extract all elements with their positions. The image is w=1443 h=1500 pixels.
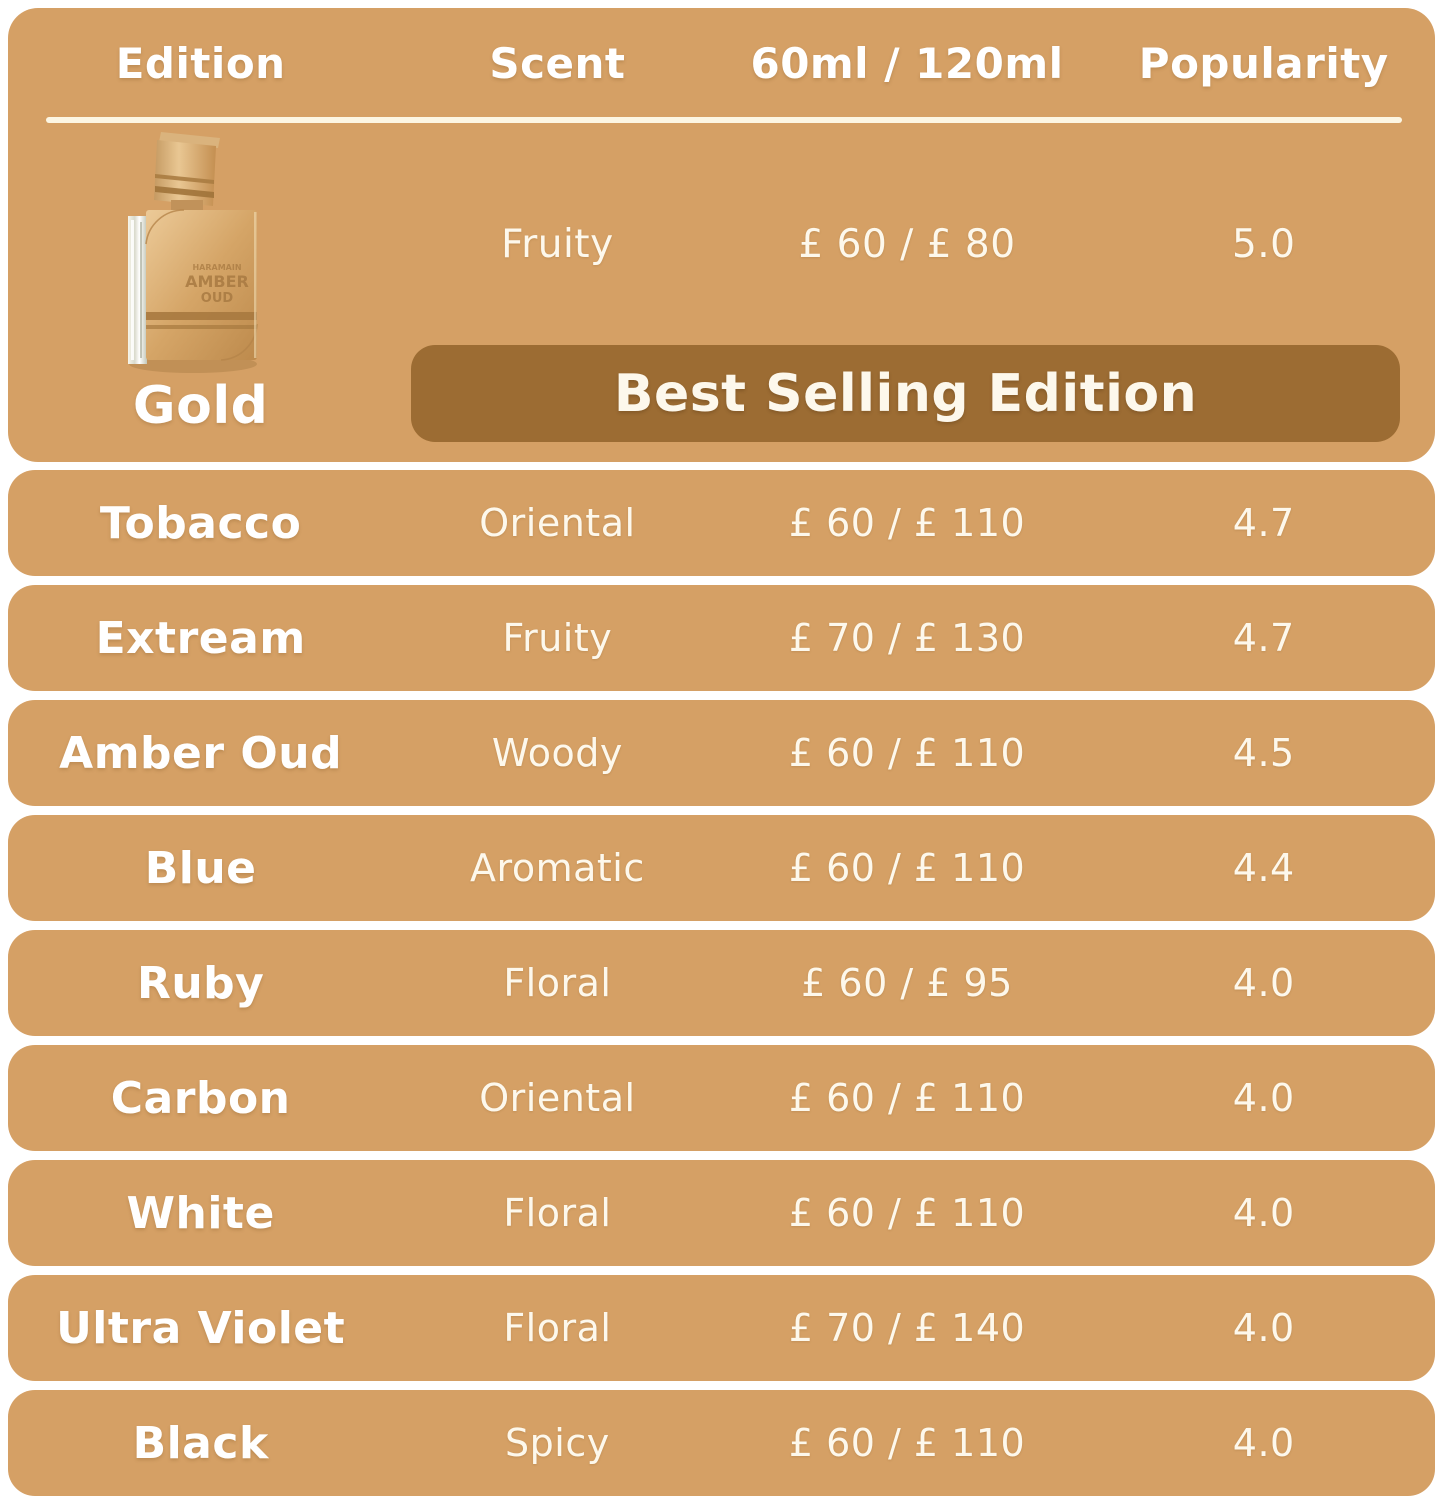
row-edition-name: Carbon [110, 1072, 291, 1124]
row-scent-value: Oriental [479, 501, 636, 545]
row-edition-name: Extream [95, 612, 306, 664]
row-popularity-value: 4.0 [1232, 1306, 1295, 1350]
row-popularity-value: 4.0 [1232, 1076, 1295, 1120]
featured-edition-name: Gold [132, 376, 269, 436]
table-header-row: Edition Scent 60ml / 120ml Popularity [8, 38, 1435, 90]
featured-popularity: 5.0 [1231, 222, 1296, 267]
perfume-bottle-icon: HARAMAIN AMBER OUD [128, 132, 258, 373]
row-edition-name: Blue [144, 842, 257, 894]
row-price-value: £ 60 / £ 110 [788, 1076, 1026, 1120]
table-row: Carbon Oriental £ 60 / £ 110 4.0 [8, 1045, 1435, 1151]
column-header-popularity: Popularity [1138, 39, 1389, 88]
row-popularity-value: 4.0 [1232, 1421, 1295, 1465]
row-scent-value: Spicy [505, 1421, 610, 1465]
table-row: Extream Fruity £ 70 / £ 130 4.7 [8, 585, 1435, 691]
row-scent-value: Fruity [502, 616, 613, 660]
row-scent-value: Aromatic [470, 846, 645, 890]
row-popularity-value: 4.0 [1232, 1191, 1295, 1235]
row-scent-value: Floral [503, 1306, 612, 1350]
row-edition-name: Ultra Violet [56, 1302, 346, 1354]
row-edition-name: Black [132, 1417, 269, 1469]
row-price-value: £ 60 / £ 95 [801, 961, 1013, 1005]
best-selling-badge-label: Best Selling Edition [613, 363, 1198, 424]
table-row: Ultra Violet Floral £ 70 / £ 140 4.0 [8, 1275, 1435, 1381]
table-row: Ruby Floral £ 60 / £ 95 4.0 [8, 930, 1435, 1036]
svg-text:HARAMAIN: HARAMAIN [192, 263, 241, 272]
row-popularity-value: 4.0 [1232, 961, 1295, 1005]
row-scent-value: Floral [503, 961, 612, 1005]
row-popularity-value: 4.7 [1232, 616, 1295, 660]
table-row: Amber Oud Woody £ 60 / £ 110 4.5 [8, 700, 1435, 806]
row-price-value: £ 60 / £ 110 [788, 1421, 1026, 1465]
table-row: Blue Aromatic £ 60 / £ 110 4.4 [8, 815, 1435, 921]
row-edition-name: Tobacco [99, 497, 302, 549]
edition-rows-list: Tobacco Oriental £ 60 / £ 110 4.7 Extrea… [8, 470, 1435, 1496]
table-row: White Floral £ 60 / £ 110 4.0 [8, 1160, 1435, 1266]
row-edition-name: Ruby [136, 957, 265, 1009]
featured-edition-values: Fruity £ 60 / £ 80 5.0 [8, 222, 1435, 267]
column-header-scent: Scent [489, 39, 626, 88]
featured-price: £ 60 / £ 80 [798, 222, 1016, 267]
header-divider-line [46, 117, 1402, 123]
row-price-value: £ 70 / £ 140 [788, 1306, 1026, 1350]
gold-bottle-image: HARAMAIN AMBER OUD [113, 130, 271, 378]
row-edition-name: White [126, 1187, 275, 1239]
row-popularity-value: 4.4 [1232, 846, 1295, 890]
featured-edition-card: Edition Scent 60ml / 120ml Popularity [8, 8, 1435, 462]
row-edition-name: Amber Oud [59, 727, 343, 779]
table-row: Tobacco Oriental £ 60 / £ 110 4.7 [8, 470, 1435, 576]
best-selling-badge: Best Selling Edition [411, 345, 1400, 442]
row-scent-value: Oriental [479, 1076, 636, 1120]
table-row: Black Spicy £ 60 / £ 110 4.0 [8, 1390, 1435, 1496]
bottle-label-amber: AMBER [185, 272, 249, 291]
row-price-value: £ 70 / £ 130 [788, 616, 1026, 660]
row-price-value: £ 60 / £ 110 [788, 846, 1026, 890]
row-price-value: £ 60 / £ 110 [788, 501, 1026, 545]
bottle-label-oud: OUD [201, 291, 234, 306]
row-scent-value: Floral [503, 1191, 612, 1235]
row-price-value: £ 60 / £ 110 [788, 1191, 1026, 1235]
column-header-edition: Edition [115, 39, 286, 88]
column-header-sizes: 60ml / 120ml [750, 39, 1064, 88]
featured-scent: Fruity [501, 222, 614, 267]
row-popularity-value: 4.5 [1232, 731, 1295, 775]
row-scent-value: Woody [491, 731, 623, 775]
row-popularity-value: 4.7 [1232, 501, 1295, 545]
row-price-value: £ 60 / £ 110 [788, 731, 1026, 775]
